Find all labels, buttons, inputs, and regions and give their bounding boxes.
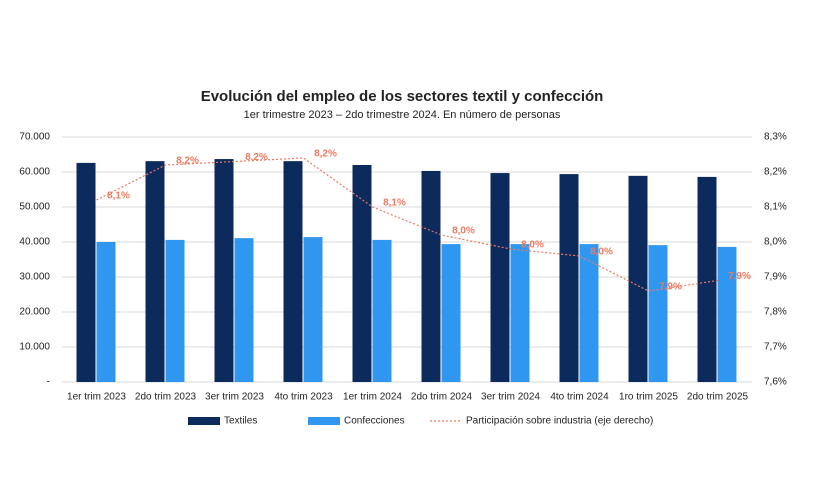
x-tick-label: 1ro trim 2025 (619, 392, 678, 403)
chart-title: Evolución del empleo de los sectores tex… (201, 88, 604, 105)
line (96, 157, 718, 292)
x-tick-label: 4to trim 2024 (550, 392, 609, 403)
legend-label: Participación sobre industria (eje derec… (466, 416, 653, 427)
bar (579, 244, 599, 382)
bar (510, 244, 530, 382)
y2-tick-label: 7,6% (764, 377, 787, 388)
bar (372, 239, 392, 382)
y2-tick-label: 7,8% (764, 307, 787, 318)
value-label: 8,2% (314, 149, 337, 160)
bar (490, 173, 510, 382)
y2-tick-label: 8,1% (764, 202, 787, 213)
x-tick-label: 2do trim 2023 (135, 392, 197, 403)
bar (352, 165, 372, 382)
value-label: 8,2% (176, 156, 199, 167)
value-label: 8,1% (107, 191, 130, 202)
x-tick-label: 3er trim 2024 (481, 392, 540, 403)
legend-label: Confecciones (344, 416, 405, 427)
value-label: 7,9% (659, 282, 682, 293)
value-label: 7,9% (728, 271, 751, 282)
x-tick-label: 3er trim 2023 (205, 392, 264, 403)
bar (234, 238, 254, 382)
y-tick-label: 60.000 (19, 167, 50, 178)
value-label: 8,0% (521, 240, 544, 251)
y-tick-label: 10.000 (19, 342, 50, 353)
y-tick-label: 40.000 (19, 237, 50, 248)
value-label: 8,1% (383, 198, 406, 209)
bar (283, 161, 303, 382)
legend-swatch (188, 417, 220, 425)
x-tick-label: 4to trim 2023 (274, 392, 333, 403)
y-tick-label: - (47, 377, 50, 388)
bar (96, 242, 116, 382)
x-tick-label: 1er trim 2023 (67, 392, 126, 403)
bar (303, 237, 323, 382)
bar (648, 245, 668, 382)
bar (421, 170, 441, 382)
bar (76, 162, 96, 382)
y2-tick-label: 8,2% (764, 167, 787, 178)
legend-label: Textiles (224, 416, 257, 427)
y-tick-label: 70.000 (19, 132, 50, 143)
y-tick-label: 30.000 (19, 272, 50, 283)
bar (441, 244, 461, 382)
x-tick-label: 2do trim 2024 (411, 392, 473, 403)
bar (165, 239, 185, 382)
bar (697, 176, 717, 382)
value-label: 8,2% (245, 152, 268, 163)
value-label: 8,0% (590, 247, 613, 258)
y2-tick-label: 8,3% (764, 132, 787, 143)
value-label: 8,0% (452, 226, 475, 237)
y-tick-label: 20.000 (19, 307, 50, 318)
bar (214, 159, 234, 382)
x-tick-label: 1er trim 2024 (343, 392, 402, 403)
chart-subtitle: 1er trimestre 2023 – 2do trimestre 2024.… (244, 109, 561, 121)
bar (559, 174, 579, 382)
y2-tick-label: 7,9% (764, 272, 787, 283)
y2-tick-label: 8,0% (764, 237, 787, 248)
legend-swatch (308, 417, 340, 425)
bar (628, 175, 648, 382)
bar (717, 246, 737, 382)
bar (145, 161, 165, 382)
x-tick-label: 2do trim 2025 (687, 392, 749, 403)
y-tick-label: 50.000 (19, 202, 50, 213)
y2-tick-label: 7,7% (764, 342, 787, 353)
